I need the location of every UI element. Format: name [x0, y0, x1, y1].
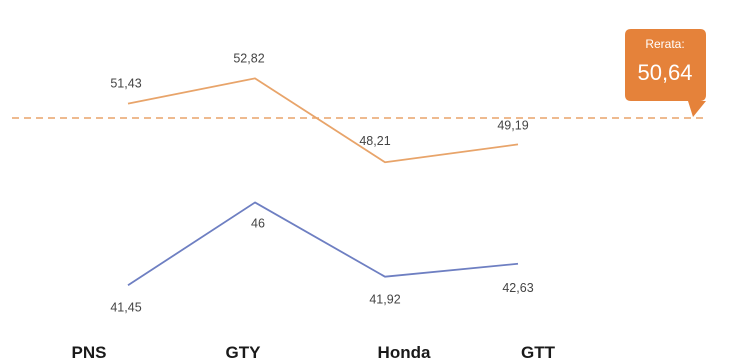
data-label: 48,21 — [359, 134, 390, 148]
category-axis-labels: PNS GTY Honda GTT — [72, 343, 556, 362]
data-label: 41,45 — [110, 300, 141, 314]
data-label: 42,63 — [502, 281, 533, 295]
data-labels: 51,43 52,82 48,21 49,19 41,45 46 41,92 42,63 — [110, 51, 533, 314]
data-label: 51,43 — [110, 77, 141, 91]
category-label-gtt: GTT — [521, 343, 556, 362]
series-line-1 — [127, 77, 519, 164]
data-label: 49,19 — [497, 118, 528, 132]
data-label: 52,82 — [233, 51, 264, 65]
average-callout: Rerata: 50,64 — [625, 29, 706, 117]
category-label-honda: Honda — [378, 343, 431, 362]
data-label: 41,92 — [369, 293, 400, 307]
series-layer — [127, 77, 519, 287]
category-label-pns: PNS — [72, 343, 107, 362]
series-line-2 — [127, 201, 519, 287]
data-label: 46 — [251, 216, 265, 230]
category-label-gty: GTY — [226, 343, 262, 362]
callout-value: 50,64 — [637, 60, 692, 85]
callout-box — [625, 29, 706, 117]
callout-title: Rerata: — [645, 37, 684, 51]
